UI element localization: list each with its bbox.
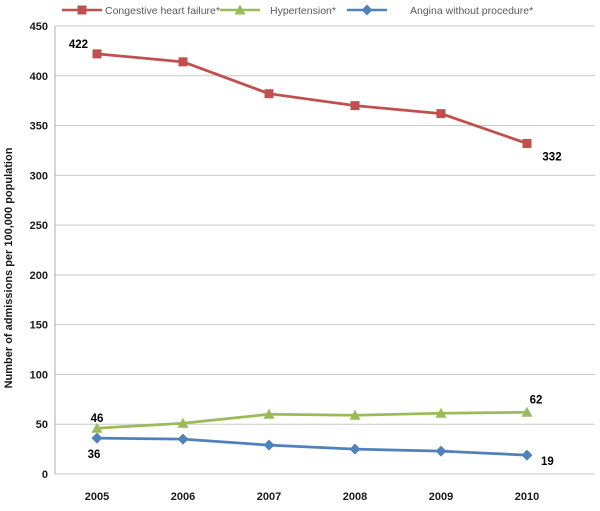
data-point-angina-without-procedure-2008: [349, 443, 361, 455]
series-group: [91, 49, 533, 461]
data-point-hypertension-2010: [521, 406, 533, 417]
y-tick-label: 250: [30, 220, 48, 232]
data-label-angina-without-procedure-2010: 19: [541, 456, 554, 468]
legend-label: Hypertension*: [270, 5, 336, 17]
data-label-congestive-heart-failure-2010: 332: [542, 151, 561, 163]
data-point-angina-without-procedure-2005: [91, 432, 103, 444]
data-point-angina-without-procedure-2010: [521, 449, 533, 461]
y-tick-label: 200: [30, 270, 48, 282]
y-tick-label: 150: [30, 320, 48, 332]
y-tick-label: 50: [36, 419, 48, 431]
data-label-congestive-heart-failure-2005: 422: [69, 39, 88, 51]
data-label-hypertension-2005: 46: [91, 413, 104, 425]
x-axis-tick-labels: 2005 2006 2007 2008 2009 2010: [85, 491, 539, 503]
legend-label: Angina without procedure*: [410, 5, 533, 17]
data-point-hypertension-2008: [349, 409, 361, 420]
y-axis-title: Number of admissions per 100,000 populat…: [3, 147, 15, 388]
data-point-hypertension-2005: [91, 422, 103, 433]
x-tick-label-2009: 2009: [429, 491, 453, 503]
series-line-angina-without-procedure: [95, 436, 529, 457]
data-point-congestive-heart-failure-2009: [436, 109, 446, 119]
legend: Congestive heart failure* Hypertension* An…: [62, 4, 533, 17]
data-point-congestive-heart-failure-2010: [522, 138, 532, 148]
data-label-angina-without-procedure-2005: 36: [88, 449, 101, 461]
data-point-congestive-heart-failure-2007: [264, 89, 274, 99]
y-tick-label: 0: [42, 469, 48, 481]
data-point-angina-without-procedure-2007: [263, 439, 275, 451]
legend-marker-triangle: [234, 4, 246, 15]
series-line-hypertension: [95, 410, 529, 430]
y-axis-tick-labels: 450 400 350 300 250 200 150 100 50 0: [30, 21, 48, 481]
data-point-hypertension-2006: [177, 417, 189, 428]
y-tick-label: 100: [30, 369, 48, 381]
x-tick-label-2008: 2008: [343, 491, 367, 503]
series-line-congestive-heart-failure: [95, 52, 529, 145]
x-tick-label-2010: 2010: [515, 491, 539, 503]
data-point-congestive-heart-failure-2005: [92, 49, 102, 59]
data-label-hypertension-2010: 62: [530, 394, 543, 406]
x-tick-label-2007: 2007: [257, 491, 281, 503]
y-tick-label: 350: [30, 121, 48, 133]
data-labels-group: 422 332 46 62 36 19: [69, 39, 562, 468]
legend-marker-square: [77, 5, 87, 15]
y-tick-label: 450: [30, 21, 48, 33]
gridlines-group: [54, 25, 595, 475]
legend-marker-diamond: [361, 4, 373, 16]
data-point-congestive-heart-failure-2006: [178, 57, 188, 67]
data-point-angina-without-procedure-2006: [177, 433, 189, 445]
legend-item-hypertension: Hypertension*: [220, 4, 336, 17]
legend-item-congestive-heart-failure: Congestive heart failure*: [62, 5, 220, 17]
data-point-hypertension-2007: [263, 408, 275, 419]
legend-label: Congestive heart failure*: [105, 5, 220, 17]
data-point-congestive-heart-failure-2008: [350, 101, 360, 111]
y-tick-label: 300: [30, 170, 48, 182]
data-point-hypertension-2009: [435, 407, 447, 418]
y-tick-label: 400: [30, 71, 48, 83]
x-tick-label-2006: 2006: [171, 491, 195, 503]
data-point-angina-without-procedure-2009: [435, 445, 447, 457]
legend-item-angina-without-procedure: Angina without procedure*: [347, 4, 533, 17]
x-tick-label-2005: 2005: [85, 491, 109, 503]
